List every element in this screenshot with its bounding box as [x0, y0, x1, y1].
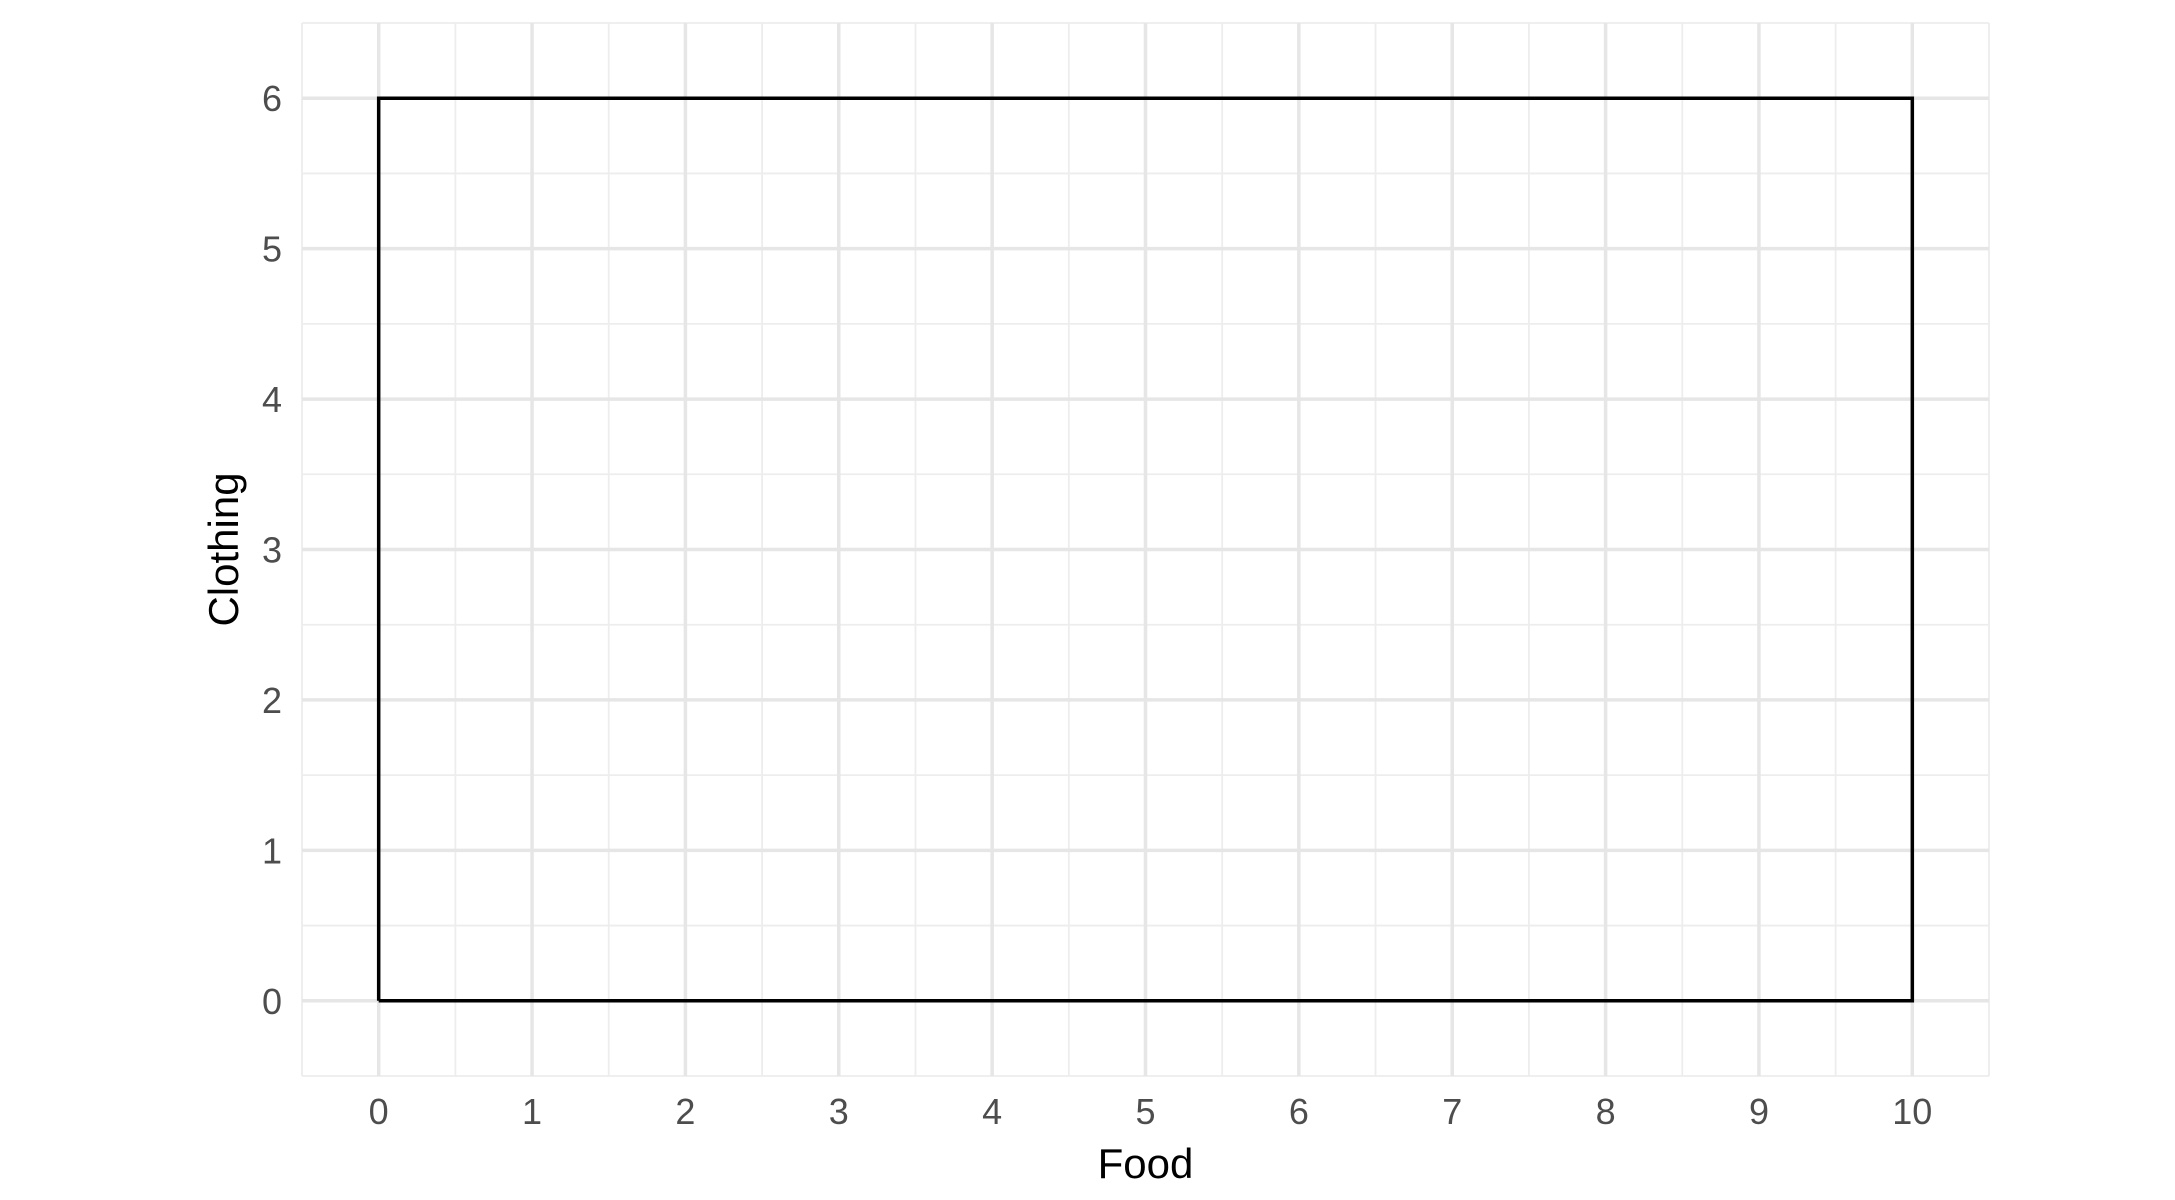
x-tick-label: 3: [829, 1091, 849, 1132]
x-tick-label: 2: [675, 1091, 695, 1132]
x-tick-labels: 0 1 2 3 4 5 6 7 8 9 10: [369, 1091, 1933, 1132]
x-axis-title: Food: [1098, 1140, 1194, 1187]
x-tick-label: 9: [1749, 1091, 1769, 1132]
x-tick-label: 1: [522, 1091, 542, 1132]
x-tick-label: 7: [1442, 1091, 1462, 1132]
y-tick-label: 2: [262, 680, 282, 721]
y-tick-labels: 0 1 2 3 4 5 6: [262, 78, 282, 1022]
x-tick-label: 10: [1892, 1091, 1932, 1132]
y-axis-title: Clothing: [200, 472, 247, 626]
y-tick-label: 1: [262, 830, 282, 871]
series-line: [376, 96, 1915, 1003]
y-tick-label: 4: [262, 379, 282, 420]
y-tick-label: 6: [262, 78, 282, 119]
x-tick-label: 6: [1289, 1091, 1309, 1132]
y-tick-label: 3: [262, 530, 282, 571]
series-layer: [376, 96, 1915, 1003]
y-tick-label: 5: [262, 229, 282, 270]
x-tick-label: 5: [1135, 1091, 1155, 1132]
y-tick-label: 0: [262, 981, 282, 1022]
x-tick-label: 0: [369, 1091, 389, 1132]
x-tick-label: 4: [982, 1091, 1002, 1132]
major-gridlines: [302, 23, 1989, 1076]
x-tick-label: 8: [1596, 1091, 1616, 1132]
